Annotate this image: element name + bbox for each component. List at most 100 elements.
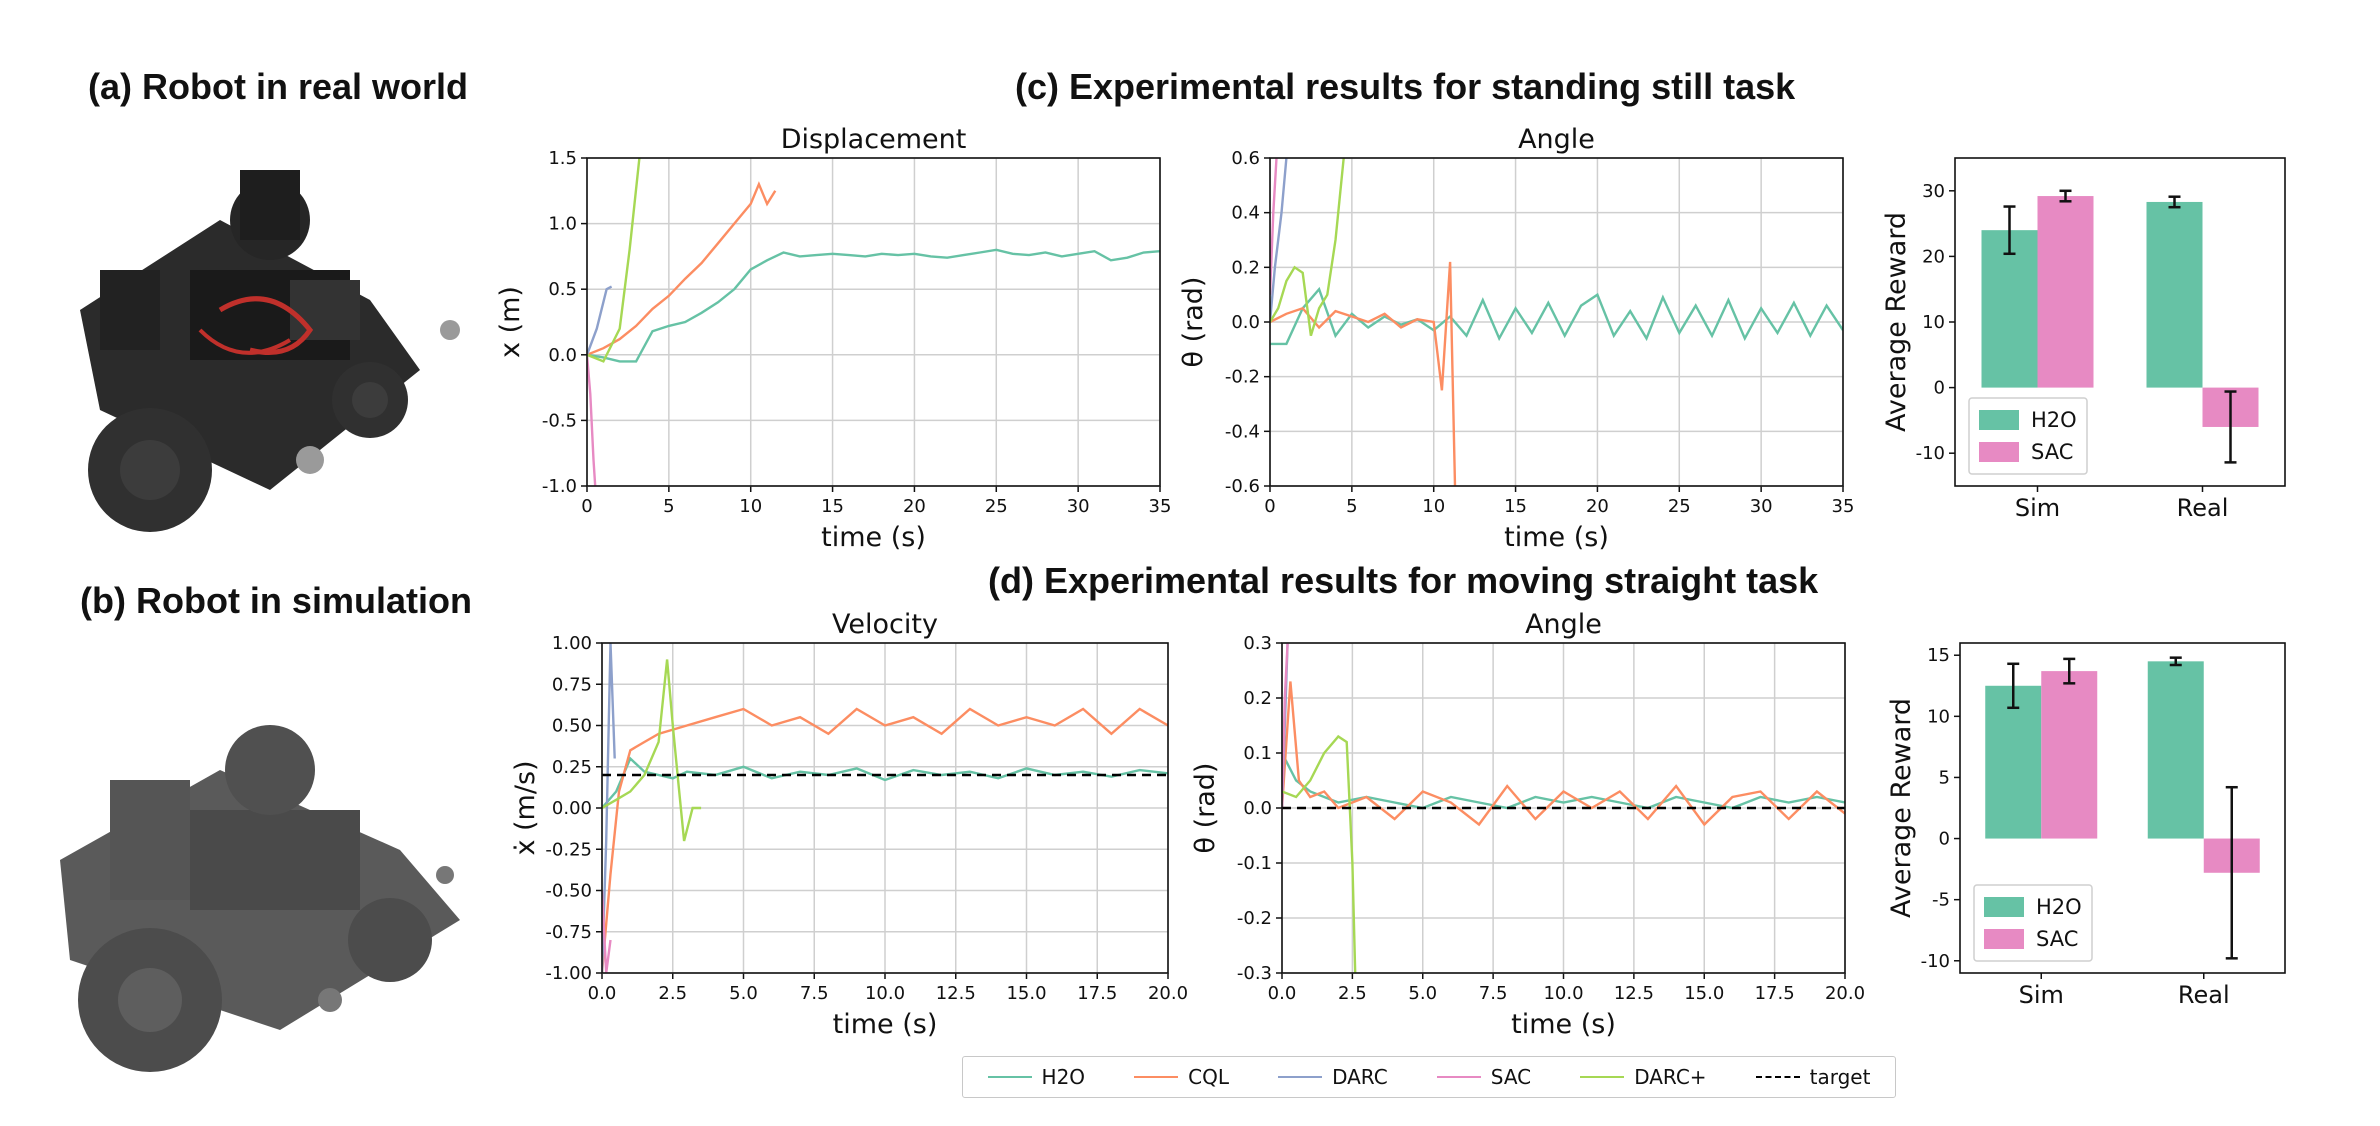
x-tick-label: 35 [1149, 496, 1172, 517]
y-tick-label: -1.00 [545, 963, 592, 984]
y-tick-label: 15 [1927, 645, 1950, 666]
y-tick-label: 0.25 [552, 757, 592, 778]
legend-item-darc-plus: DARC+ [1580, 1065, 1707, 1089]
robot-real-photo [80, 170, 460, 532]
bar-h2o-sim [1985, 685, 2042, 839]
y-tick-label: 5 [1939, 767, 1950, 788]
series-line-h2o [587, 248, 1160, 363]
y-axis-label: x (m) [495, 286, 526, 358]
y-tick-label: -0.6 [1225, 476, 1260, 497]
angle-chart-standing: 0 5 10 15 20 25 30 35 -0.6 -0.4 -0.2 0.0 0.2 0.4 0.6 An… [1180, 124, 1854, 553]
y-tick-label: 0.3 [1243, 633, 1272, 654]
x-tick-label: 20 [1586, 496, 1609, 517]
x-axis-label: time (s) [1504, 522, 1609, 553]
bar-h2o-sim [1981, 230, 2038, 388]
legend-item-darc: DARC [1278, 1065, 1388, 1089]
x-tick-label: 30 [1067, 496, 1090, 517]
chart-title: Velocity [832, 610, 938, 640]
y-tick-label: 0.2 [1231, 257, 1260, 278]
legend-swatch-h2o [1979, 410, 2019, 430]
angle-chart-moving: 0.0 2.5 5.0 7.5 10.0 12.5 15.0 17.5 20.0 -0.3 -0.2… [1190, 610, 1865, 1040]
x-tick-label: 20.0 [1148, 983, 1188, 1004]
legend-label: DARC [1332, 1065, 1388, 1089]
x-tick-label: 20 [903, 496, 926, 517]
legend-label: DARC+ [1634, 1065, 1707, 1089]
series-line-sac [1270, 158, 1278, 295]
y-tick-label: 10 [1927, 706, 1950, 727]
plot-frame [1281, 642, 1846, 974]
chart-title: Angle [1525, 610, 1602, 640]
legend-item-h2o: H2O [987, 1065, 1086, 1089]
legend-label: target [1809, 1065, 1871, 1089]
x-tick-label: 30 [1750, 496, 1773, 517]
bar-h2o-real [2147, 661, 2204, 839]
series-line-sac [1282, 643, 1289, 809]
x-tick-label: 5 [663, 496, 674, 517]
series-line-darc-plus [602, 659, 702, 842]
legend-label-h2o: H2O [2031, 408, 2077, 432]
y-tick-label: 0 [1939, 829, 1950, 850]
x-tick-label: 10.0 [1543, 983, 1583, 1004]
bar-legend: H2O SAC [1968, 397, 2088, 475]
legend-swatch-sac [1979, 442, 2019, 462]
legend-swatch [1278, 1076, 1323, 1078]
y-tick-label: 0.1 [1243, 743, 1272, 764]
series-line-sac [587, 354, 597, 486]
legend-swatch-h2o [1984, 897, 2024, 917]
x-tick-label: 12.5 [936, 983, 976, 1004]
bar-sac-sim [2037, 196, 2094, 388]
plot-frame [601, 642, 1169, 974]
y-tick-label: 0.5 [548, 279, 577, 300]
x-tick-label: 2.5 [658, 983, 687, 1004]
x-tick-label: 10.0 [865, 983, 905, 1004]
plot-frame [586, 157, 1161, 487]
x-tick-label: 0.0 [1268, 983, 1297, 1004]
x-tick-label: 0 [581, 496, 592, 517]
series-line-cql [1270, 261, 1457, 486]
y-tick-label: -10 [1921, 951, 1950, 972]
plot-frame [1959, 642, 2286, 974]
x-axis-label: time (s) [1511, 1009, 1616, 1040]
series-line-darc [1270, 158, 1288, 323]
x-tick-label: 20.0 [1825, 983, 1865, 1004]
legend-swatch [1580, 1076, 1625, 1078]
legend-swatch [1436, 1076, 1481, 1078]
y-tick-label: -0.1 [1237, 853, 1272, 874]
y-tick-label: -10 [1916, 443, 1945, 464]
x-axis-label: time (s) [833, 1009, 938, 1040]
x-tick-label: 17.5 [1755, 983, 1795, 1004]
x-tick-label: 2.5 [1338, 983, 1367, 1004]
legend-swatch-sac [1984, 929, 2024, 949]
y-tick-label: 0.0 [548, 345, 577, 366]
y-tick-label: -0.25 [545, 839, 592, 860]
y-axis-label: Average Reward [1881, 212, 1912, 432]
category-label: Real [2178, 981, 2230, 1009]
legend-label: SAC [1490, 1065, 1532, 1089]
y-tick-label: -0.2 [1237, 908, 1272, 929]
plot-frame [1954, 157, 2286, 487]
legend-label: H2O [1041, 1065, 1086, 1089]
heading-c: (c) Experimental results for standing st… [1015, 66, 1796, 107]
y-tick-label: -1.0 [542, 476, 577, 497]
bar-legend: H2O SAC [1973, 884, 2093, 962]
series-line-darc [587, 285, 613, 356]
x-tick-label: 25 [1668, 496, 1691, 517]
legend-swatch [1755, 1076, 1800, 1078]
y-tick-label: 0.4 [1231, 203, 1260, 224]
heading-b: (b) Robot in simulation [80, 580, 472, 621]
y-tick-label: 1.5 [548, 148, 577, 169]
x-tick-label: 12.5 [1614, 983, 1654, 1004]
heading-a: (a) Robot in real world [88, 66, 469, 107]
x-tick-label: 7.5 [800, 983, 829, 1004]
y-axis-label: θ (rad) [1180, 277, 1209, 368]
x-tick-label: 5 [1346, 496, 1357, 517]
legend-item-sac: SAC [1436, 1065, 1532, 1089]
y-tick-label: 0 [1934, 378, 1945, 399]
category-label: Real [2177, 494, 2229, 522]
x-axis-label: time (s) [821, 522, 926, 553]
legend-label-h2o: H2O [2036, 895, 2082, 919]
x-tick-label: 15 [821, 496, 844, 517]
x-tick-label: 25 [985, 496, 1008, 517]
series-line-cql [602, 707, 1168, 973]
x-tick-label: 15 [1504, 496, 1527, 517]
